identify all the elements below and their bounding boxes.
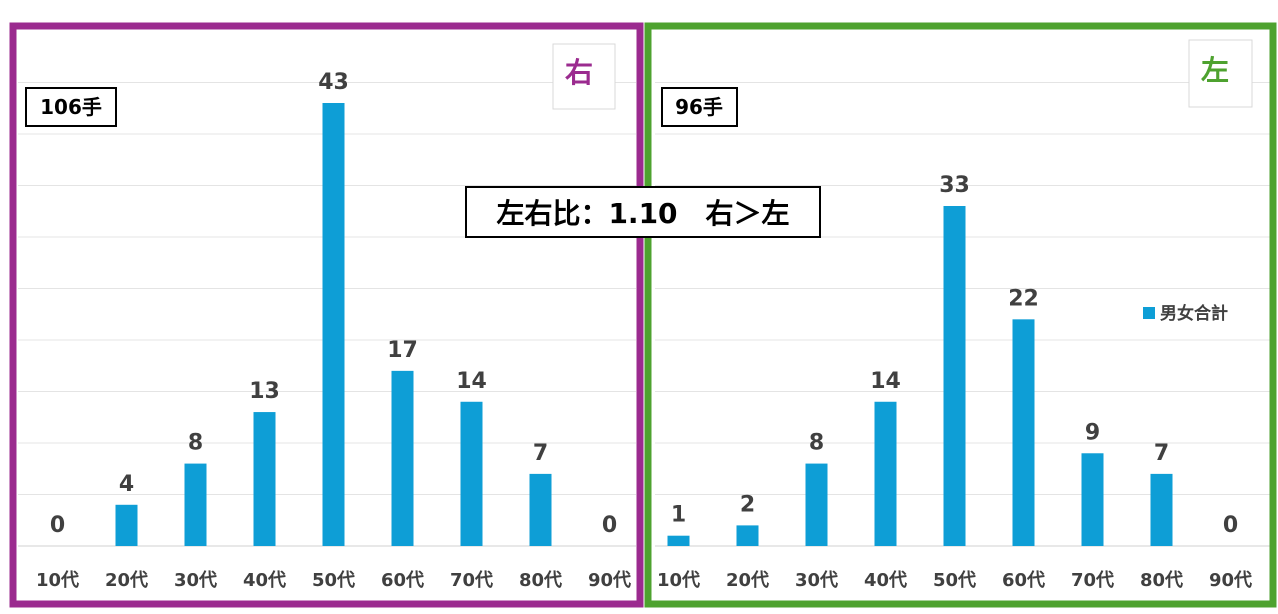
side-badge-box [1188,39,1253,108]
data-label: 7 [533,441,548,466]
x-tick-label: 80代 [519,570,562,591]
x-tick-label: 30代 [795,570,838,591]
data-label: 22 [1008,286,1039,311]
bar [943,206,966,546]
bar [322,103,345,546]
data-label: 43 [318,70,349,95]
count-badge-box [661,87,738,127]
data-label: 0 [50,513,65,538]
bar [1012,319,1035,546]
x-tick-label: 70代 [450,570,493,591]
count-badge: 106手 [40,95,102,119]
data-label: 8 [188,431,203,456]
x-tick-label: 50代 [312,570,355,591]
x-tick-label: 10代 [36,570,79,591]
data-labels: 1 2 8 14 33 22 9 7 0 [671,173,1238,538]
data-label: 0 [602,513,617,538]
left-hand-frame [644,22,1277,608]
count-badge: 96手 [675,95,723,119]
bar [391,370,414,546]
ratio-label-box [465,186,821,238]
x-tick-label: 20代 [105,570,148,591]
x-tick-labels: 10代 20代 30代 40代 50代 60代 70代 80代 90代 [36,570,631,591]
data-label: 0 [1223,513,1238,538]
data-label: 9 [1085,420,1100,445]
count-badge-box [25,87,117,127]
bars [115,103,552,546]
bar [1081,453,1104,546]
data-label: 7 [1154,441,1169,466]
x-tick-label: 80代 [1140,570,1183,591]
x-tick-label: 60代 [1002,570,1045,591]
bar [460,401,483,546]
data-label: 1 [671,503,686,528]
bar [253,412,276,546]
data-label: 14 [456,369,487,394]
x-tick-label: 50代 [933,570,976,591]
x-tick-label: 90代 [588,570,631,591]
x-tick-label: 40代 [864,570,907,591]
data-label: 4 [119,472,134,497]
side-badge-box [552,43,616,110]
bar [184,463,207,546]
side-badge: 左 [1201,54,1229,87]
side-badge: 右 [565,56,593,89]
data-label: 14 [870,369,901,394]
bars [667,206,1173,546]
bar [115,504,138,546]
data-label: 17 [387,338,418,363]
bar [736,525,759,546]
data-label: 13 [249,379,280,404]
x-tick-labels: 10代 20代 30代 40代 50代 60代 70代 80代 90代 [657,570,1252,591]
x-tick-label: 90代 [1209,570,1252,591]
bar [874,401,897,546]
data-label: 2 [740,492,755,517]
bar [529,473,552,546]
x-tick-label: 10代 [657,570,700,591]
right-hand-panel: 0 4 8 13 43 17 14 7 0 10代 20代 30代 40代 50代 60代 70代 80代 90… [9,22,644,608]
ratio-label: 左右比：1.10 右＞左 [496,197,789,230]
data-labels: 0 4 8 13 43 17 14 7 0 [50,70,617,538]
right-hand-frame [9,22,644,608]
x-tick-label: 40代 [243,570,286,591]
data-label: 8 [809,431,824,456]
data-label: 33 [939,173,970,198]
bar [667,535,690,546]
bar [805,463,828,546]
bar [1150,473,1173,546]
x-tick-label: 60代 [381,570,424,591]
left-hand-panel: 1 2 8 14 33 22 9 7 0 10代 20代 30代 40代 50代 60代 70代 80代 90代… [644,22,1277,608]
x-tick-label: 20代 [726,570,769,591]
legend-label: 男女合計 [1160,303,1228,324]
legend-swatch [1143,307,1155,319]
x-tick-label: 30代 [174,570,217,591]
x-tick-label: 70代 [1071,570,1114,591]
